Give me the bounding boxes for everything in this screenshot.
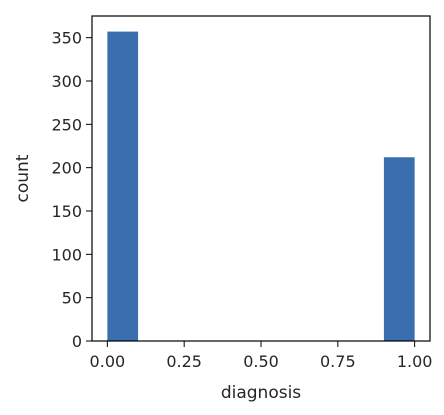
- y-tick-label: 200: [51, 159, 82, 178]
- y-tick-label: 100: [51, 245, 82, 264]
- bars-group: [107, 31, 415, 341]
- y-axis-ticks: 0 50 100 150 200 250 300 350: [51, 29, 92, 351]
- histogram-bar-0: [107, 31, 139, 341]
- y-tick-label: 300: [51, 72, 82, 91]
- x-tick-label: 1.00: [397, 352, 433, 371]
- x-tick-label: 0.25: [166, 352, 202, 371]
- histogram-bar-9: [383, 157, 415, 341]
- plot-frame: [91, 15, 431, 342]
- y-tick-label: 150: [51, 202, 82, 221]
- y-tick-label: 350: [51, 29, 82, 48]
- y-tick-label: 250: [51, 115, 82, 134]
- y-axis-label: count: [13, 154, 33, 202]
- y-tick-label: 0: [72, 332, 82, 351]
- x-tick-label: 0.00: [90, 352, 126, 371]
- y-tick-label: 50: [62, 289, 82, 308]
- x-axis-ticks: 0.00 0.25 0.50 0.75 1.00: [90, 341, 433, 371]
- x-tick-label: 0.50: [243, 352, 279, 371]
- x-tick-label: 0.75: [320, 352, 356, 371]
- x-axis-label: diagnosis: [221, 383, 301, 403]
